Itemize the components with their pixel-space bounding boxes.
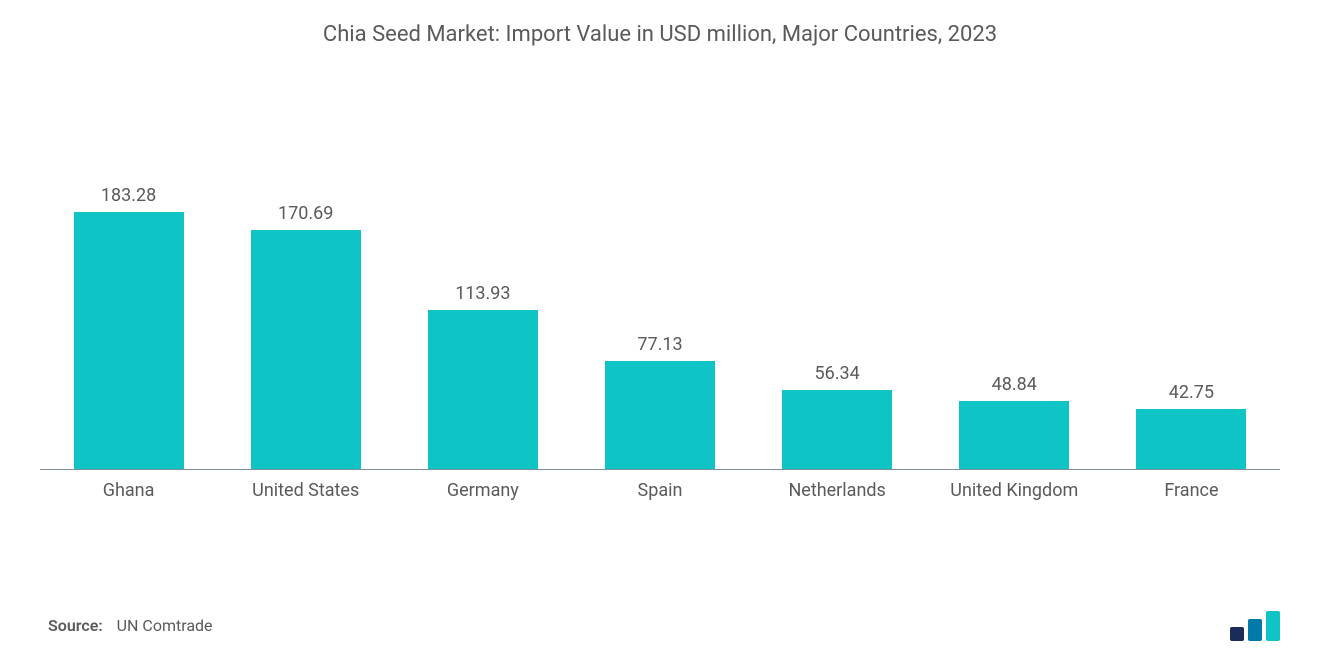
category-label: Netherlands bbox=[749, 469, 926, 502]
source-line: Source: UN Comtrade bbox=[48, 616, 213, 635]
bar-group: 42.75France bbox=[1103, 382, 1280, 469]
chart-title: Chia Seed Market: Import Value in USD mi… bbox=[0, 0, 1320, 47]
bar-value-label: 48.84 bbox=[926, 374, 1103, 395]
bar-value-label: 42.75 bbox=[1103, 382, 1280, 403]
category-label: Germany bbox=[394, 469, 571, 502]
category-label: Spain bbox=[571, 469, 748, 502]
bar-value-label: 183.28 bbox=[40, 185, 217, 206]
bar-chart-plot: 183.28Ghana170.69United States113.93Germ… bbox=[40, 90, 1280, 470]
bar bbox=[74, 212, 184, 469]
category-label: France bbox=[1103, 469, 1280, 502]
bar-group: 77.13Spain bbox=[571, 334, 748, 469]
bar bbox=[605, 361, 715, 469]
source-text: UN Comtrade bbox=[117, 616, 213, 635]
bar-value-label: 56.34 bbox=[749, 363, 926, 384]
bar-group: 113.93Germany bbox=[394, 283, 571, 470]
bar-group: 48.84United Kingdom bbox=[926, 374, 1103, 469]
bar-group: 170.69United States bbox=[217, 203, 394, 469]
source-label: Source: bbox=[48, 616, 103, 635]
category-label: Ghana bbox=[40, 469, 217, 502]
bar bbox=[428, 310, 538, 470]
bar-group: 56.34Netherlands bbox=[749, 363, 926, 469]
bar bbox=[1136, 409, 1246, 469]
bar-value-label: 113.93 bbox=[394, 283, 571, 304]
brand-logo-icon bbox=[1230, 611, 1286, 641]
bar-value-label: 170.69 bbox=[217, 203, 394, 224]
bar bbox=[251, 230, 361, 469]
bar-value-label: 77.13 bbox=[571, 334, 748, 355]
bar bbox=[782, 390, 892, 469]
category-label: United States bbox=[217, 469, 394, 502]
bar bbox=[959, 401, 1069, 469]
category-label: United Kingdom bbox=[926, 469, 1103, 502]
bar-group: 183.28Ghana bbox=[40, 185, 217, 469]
